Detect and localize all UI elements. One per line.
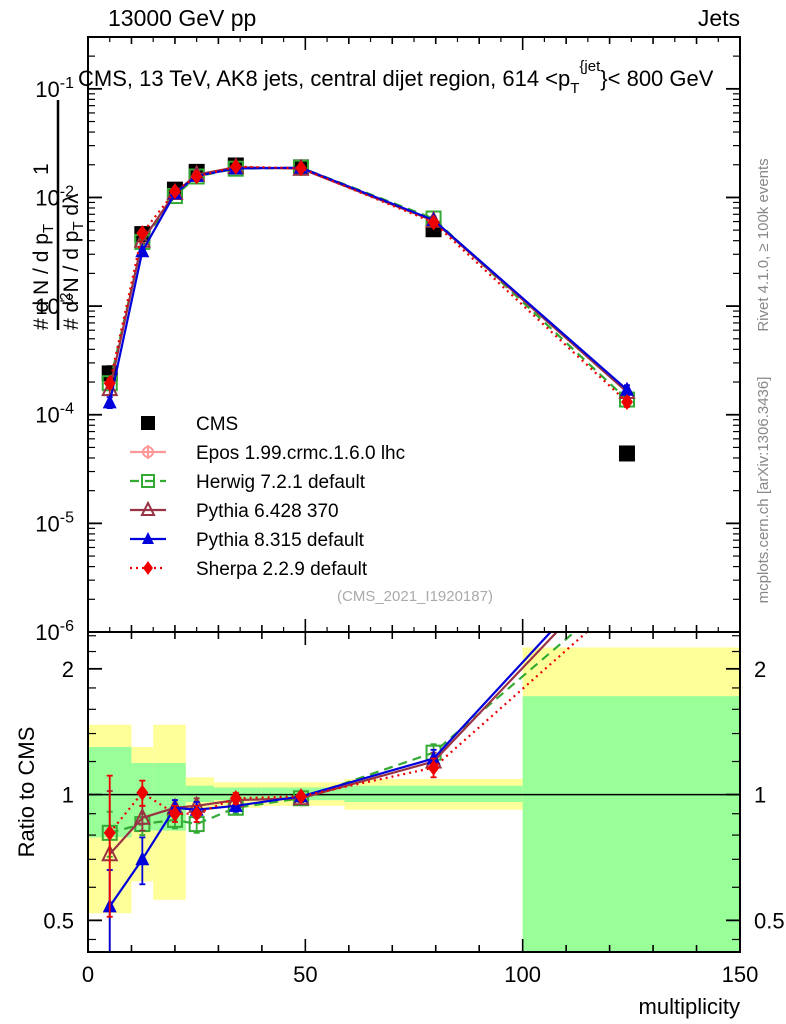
- marker-square-filled: [618, 445, 635, 462]
- legend: CMS Epos 1.99.crmc.1.6.0 lhc Herwig 7.2.1 …: [130, 414, 405, 580]
- x-axis-label: multiplicity: [639, 994, 740, 1019]
- marker-triangle-filled: [102, 394, 117, 409]
- ratio-panel-data: [101, 632, 589, 953]
- marker-diamond-filled: [103, 375, 116, 392]
- marker-diamond-filled: [229, 158, 242, 175]
- annotations: (CMS_2021_I1920187) Rivet 4.1.0, ≥ 100k e…: [337, 158, 772, 605]
- header-right: Jets: [698, 5, 740, 31]
- legend-entry[interactable]: Epos 1.99.crmc.1.6.0 lhc: [130, 443, 405, 464]
- y-axis-labels: Ratio to CMS # d N / d pT 1 # d2N / d pT dλ: [14, 100, 87, 857]
- marker-triangle-filled: [135, 243, 150, 258]
- marker-diamond-filled: [229, 790, 242, 807]
- main-ytick-label: 10-6: [35, 618, 74, 645]
- ratio-series-sherpa: [103, 632, 589, 918]
- marker-diamond-filled: [168, 183, 181, 200]
- legend-label: CMS: [196, 414, 238, 435]
- marker-diamond-filled: [136, 225, 149, 242]
- main-ytick-label: 10-5: [35, 509, 74, 536]
- marker-diamond-filled: [143, 561, 153, 575]
- marker-diamond-filled: [168, 805, 181, 822]
- marker-diamond-filled: [136, 784, 149, 801]
- main-ytick-label: 10-4: [35, 401, 74, 428]
- marker-diamond-filled: [190, 168, 203, 185]
- main-panel-frame: [87, 36, 741, 633]
- marker-diamond-filled: [190, 805, 203, 822]
- main-y-axis-label-denominator: # d N / d pT: [30, 224, 57, 330]
- series-line: [108, 166, 628, 393]
- main-panel-data: [101, 156, 636, 462]
- main-y-axis-label-numerator: 1: [30, 163, 53, 175]
- legend-entry[interactable]: CMS: [141, 414, 238, 435]
- legend-entry[interactable]: Pythia 8.315 default: [130, 530, 365, 551]
- dataset-watermark: (CMS_2021_I1920187): [337, 588, 493, 605]
- marker-diamond-filled: [427, 214, 440, 231]
- legend-label: Pythia 8.315 default: [196, 530, 365, 551]
- marker-diamond-filled: [294, 160, 307, 177]
- series-sherpa: [103, 158, 633, 410]
- side-label-rivet: Rivet 4.1.0, ≥ 100k events: [755, 158, 772, 331]
- marker-diamond-filled: [294, 788, 307, 805]
- ratio-series-line: [109, 632, 577, 834]
- ratio-ytick-label-right: 0.5: [754, 908, 785, 933]
- ratio-uncertainty-bands: [88, 647, 740, 952]
- series-line: [108, 165, 628, 403]
- legend-entry[interactable]: Sherpa 2.2.9 default: [130, 559, 368, 580]
- marker-square-filled: [141, 416, 155, 430]
- legend-label: Epos 1.99.crmc.1.6.0 lhc: [196, 443, 405, 464]
- band-green: [522, 696, 740, 952]
- legend-label: Pythia 6.428 370: [196, 501, 339, 522]
- header-left: 13000 GeV pp: [108, 5, 256, 31]
- legend-label: Sherpa 2.2.9 default: [196, 559, 368, 580]
- legend-entry[interactable]: Herwig 7.2.1 default: [130, 472, 366, 493]
- main-y-axis-label-upper: # d2N / d pT dλ: [57, 193, 87, 330]
- marker-triangle-filled: [142, 532, 154, 544]
- xtick-label: 0: [82, 962, 94, 987]
- marker-diamond-filled: [427, 759, 440, 776]
- side-label-mcplots: mcplots.cern.ch [arXiv:1306.3436]: [755, 377, 772, 604]
- marker-diamond-filled: [620, 393, 633, 410]
- marker-square-open: [141, 474, 155, 488]
- marker-triangle-open: [133, 807, 151, 825]
- marker-diamond-filled: [103, 824, 116, 841]
- series-herwig: [101, 159, 635, 408]
- ratio-ytick-label-left: 1: [62, 783, 74, 808]
- ratio-ytick-label-right: 1: [754, 783, 766, 808]
- series-line: [108, 166, 628, 401]
- header-row: 13000 GeV pp Jets: [108, 5, 740, 31]
- legend-entry[interactable]: Pythia 6.428 370: [130, 500, 339, 522]
- ratio-series-line: [108, 632, 589, 834]
- marker-triangle-filled: [135, 851, 150, 866]
- axes-frames-and-ticks: [87, 36, 741, 953]
- plot-title: CMS, 13 TeV, AK8 jets, central dijet reg…: [78, 58, 714, 97]
- ratio-y-axis-label: Ratio to CMS: [14, 727, 39, 858]
- marker-triangle-open: [140, 500, 156, 516]
- ratio-series-line: [108, 632, 553, 908]
- xtick-label: 100: [504, 962, 541, 987]
- ratio-ytick-label-left: 0.5: [43, 908, 74, 933]
- tick-labels: 10-110-210-310-410-510-60.5 0.51 12 20 50 100…: [35, 75, 784, 1019]
- marker-triangle-filled: [619, 381, 634, 396]
- series-line: [108, 166, 628, 403]
- xtick-label: 150: [722, 962, 759, 987]
- band-green: [153, 763, 186, 831]
- ratio-ytick-label-left: 2: [62, 657, 74, 682]
- main-ytick-label: 10-1: [35, 75, 74, 102]
- marker-triangle-filled: [426, 750, 441, 765]
- ratio-ytick-label-right: 2: [754, 657, 766, 682]
- legend-label: Herwig 7.2.1 default: [196, 472, 366, 493]
- ratio-series-line: [108, 632, 559, 855]
- plot-title-row: CMS, 13 TeV, AK8 jets, central dijet reg…: [78, 58, 714, 97]
- xtick-label: 50: [293, 962, 317, 987]
